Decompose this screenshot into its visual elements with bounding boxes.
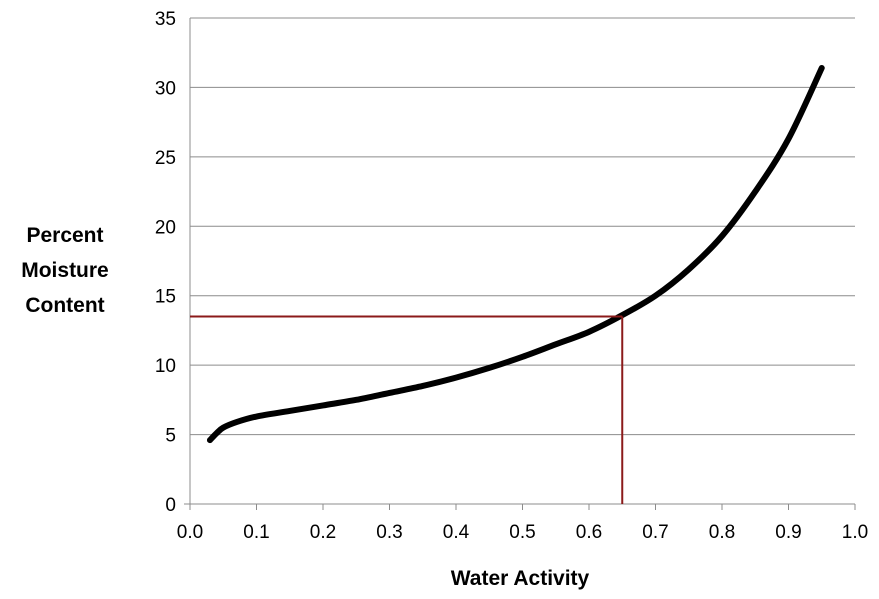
- x-tick-label: 0.4: [443, 522, 470, 543]
- y-tick-labels: 0 5 10 15 20 25 30 35: [155, 9, 176, 516]
- x-tick-label: 0.6: [576, 522, 602, 543]
- gridlines: [190, 17, 855, 436]
- x-tick-label: 0.3: [376, 522, 402, 543]
- y-tick-label: 20: [155, 217, 176, 238]
- y-tick-label: 30: [155, 78, 176, 99]
- x-tick-label: 0.8: [709, 522, 735, 543]
- x-tick-label: 0.0: [177, 522, 203, 543]
- y-tick-label: 5: [165, 426, 176, 447]
- series-line-0: [206, 64, 825, 444]
- y-tick-label: 15: [155, 287, 176, 308]
- x-tick-label: 1.0: [842, 522, 868, 543]
- y-tick-label: 0: [165, 495, 176, 516]
- x-tick-labels: 0.0 0.1 0.2 0.3 0.4 0.5 0.6 0.7 0.8 0.9 1.0: [177, 522, 868, 543]
- x-axis-title: Water Activity: [450, 567, 590, 590]
- reference-lines: [190, 315, 624, 504]
- x-tick-label: 0.5: [509, 522, 535, 543]
- x-tick-label: 0.7: [642, 522, 668, 543]
- y-axis-title-line-2: Moisture: [21, 259, 109, 282]
- y-tick-label: 25: [155, 148, 176, 169]
- y-axis-title-line-3: Content: [25, 294, 105, 317]
- y-tick-label: 35: [155, 9, 176, 30]
- data-series: [206, 64, 825, 444]
- y-tick-label: 10: [155, 356, 176, 377]
- x-tick-label: 0.1: [243, 522, 269, 543]
- x-tick-label: 0.9: [775, 522, 801, 543]
- y-axis-title-line-1: Percent: [26, 224, 104, 247]
- axes: [184, 18, 856, 510]
- x-tick-label: 0.2: [310, 522, 336, 543]
